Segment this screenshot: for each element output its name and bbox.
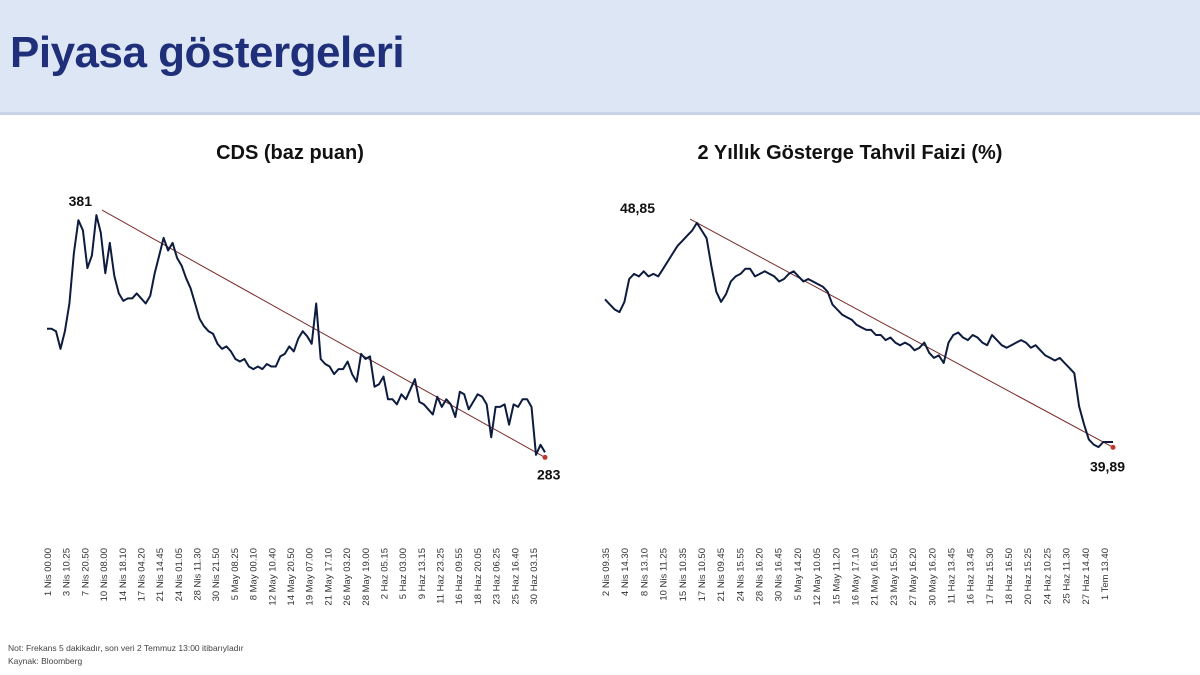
cds-x-tick-label: 7 Nis 20.50 bbox=[80, 548, 91, 596]
bond-x-tick-label: 1 Tem 13.40 bbox=[1100, 548, 1111, 600]
bond-x-tick-label: 16 Haz 13.45 bbox=[966, 548, 977, 605]
cds-x-tick-label: 23 Haz 06.25 bbox=[492, 548, 503, 605]
cds-x-tick-label: 5 Haz 03.00 bbox=[398, 548, 409, 599]
cds-x-tick-label: 25 Haz 16.40 bbox=[510, 548, 521, 605]
bond-x-tick-label: 8 Nis 13.10 bbox=[639, 548, 650, 596]
bond-end-point bbox=[1110, 444, 1116, 450]
cds-x-tick-label: 14 May 20.50 bbox=[286, 548, 297, 606]
bond-x-tick-label: 28 Nis 16.20 bbox=[755, 548, 766, 601]
cds-x-tick-label: 5 May 08.25 bbox=[230, 548, 241, 600]
cds-x-tick-label: 28 May 19.00 bbox=[361, 548, 372, 606]
bond-x-tick-label: 5 May 14.20 bbox=[793, 548, 804, 600]
cds-x-tick-label: 30 Nis 21.50 bbox=[211, 548, 222, 601]
cds-x-tick-label: 18 Haz 20.05 bbox=[473, 548, 484, 605]
cds-annotation-1: 283 bbox=[537, 466, 561, 482]
cds-annotation-0: 381 bbox=[69, 193, 93, 209]
cds-x-tick-label: 2 Haz 05.15 bbox=[379, 548, 390, 599]
page-title: Piyasa göstergeleri bbox=[10, 28, 405, 77]
bond-x-tick-label: 15 May 11.20 bbox=[831, 548, 842, 605]
cds-x-tick-label: 8 May 00.10 bbox=[249, 548, 260, 600]
bond-x-tick-label: 30 May 16.20 bbox=[927, 548, 938, 606]
bond-chart-title: 2 Yıllık Gösterge Tahvil Faizi (%) bbox=[697, 142, 1003, 164]
cds-x-tick-label: 1 Nis 00.00 bbox=[43, 548, 54, 596]
cds-x-tick-label: 19 May 07.00 bbox=[305, 548, 316, 606]
cds-x-tick-label: 21 May 17.10 bbox=[323, 548, 334, 606]
bond-x-tick-label: 21 Nis 09.45 bbox=[716, 548, 727, 601]
page-header: Piyasa göstergeleri bbox=[0, 0, 1200, 115]
cds-x-tick-label: 10 Nis 08.00 bbox=[99, 548, 110, 601]
bond-x-tick-label: 17 Nis 10.50 bbox=[697, 548, 708, 601]
bond-x-tick-label: 2 Nis 09.35 bbox=[601, 548, 612, 596]
footnote: Not: Frekans 5 dakikadır, son veri 2 Tem… bbox=[8, 643, 244, 653]
cds-x-tick-label: 9 Haz 13.15 bbox=[417, 548, 428, 599]
bond-x-tick-label: 25 Haz 11.30 bbox=[1062, 548, 1073, 604]
cds-x-tick-label: 17 Nis 04.20 bbox=[136, 548, 147, 601]
cds-x-tick-label: 21 Nis 14.45 bbox=[155, 548, 166, 601]
bond-series-line bbox=[604, 221, 1113, 449]
bond-x-tick-label: 17 Haz 15.30 bbox=[985, 548, 996, 605]
bond-x-tick-label: 4 Nis 14.30 bbox=[620, 548, 631, 596]
bond-x-tick-label: 12 May 10.05 bbox=[812, 548, 823, 606]
cds-x-tick-label: 28 Nis 11.30 bbox=[193, 548, 204, 601]
cds-x-tick-label: 12 May 10.40 bbox=[267, 548, 278, 606]
bond-x-tick-label: 20 Haz 15.25 bbox=[1023, 548, 1034, 605]
bond-x-tick-label: 24 Nis 15.55 bbox=[735, 548, 746, 601]
charts-canvas: 381 283 1 Nis 00.00 3 Nis 10.25 7 Nis 20.50 1… bbox=[43, 193, 1125, 606]
bond-x-tick-label: 23 May 15.50 bbox=[889, 548, 900, 606]
bond-x-tick-label: 27 Haz 14.40 bbox=[1081, 548, 1092, 605]
cds-x-tick-label: 26 May 03.20 bbox=[342, 548, 353, 606]
bond-x-tick-label: 16 May 17.10 bbox=[851, 548, 862, 606]
cds-x-tick-label: 11 Haz 23.25 bbox=[436, 548, 447, 604]
cds-x-tick-label: 16 Haz 09.55 bbox=[454, 548, 465, 605]
cds-chart-title: CDS (baz puan) bbox=[216, 142, 364, 164]
bond-x-tick-label: 27 May 16.20 bbox=[908, 548, 919, 606]
bond-annotation-1: 39,89 bbox=[1090, 458, 1125, 474]
bond-x-tick-label: 21 May 16.55 bbox=[870, 548, 881, 606]
bond-annotation-0: 48,85 bbox=[620, 200, 655, 216]
bond-x-tick-label: 18 Haz 16.50 bbox=[1004, 548, 1015, 605]
bond-x-tick-label: 30 Nis 16.45 bbox=[774, 548, 785, 601]
bond-x-tick-label: 10 Nis 11.25 bbox=[659, 548, 670, 601]
cds-x-tick-label: 14 Nis 18.10 bbox=[118, 548, 129, 601]
source-note: Kaynak: Bloomberg bbox=[8, 656, 83, 666]
bond-trend-line bbox=[689, 218, 1114, 448]
bond-x-tick-label: 11 Haz 13.45 bbox=[946, 548, 957, 604]
cds-trend-line bbox=[101, 209, 546, 458]
bond-x-tick-label: 24 Haz 10.25 bbox=[1042, 548, 1053, 605]
cds-series-line bbox=[47, 214, 546, 456]
cds-x-tick-label: 30 Haz 03.15 bbox=[529, 548, 540, 605]
bond-x-tick-label: 15 Nis 10.35 bbox=[678, 548, 689, 601]
cds-end-point bbox=[542, 454, 548, 460]
cds-x-tick-label: 24 Nis 01.05 bbox=[174, 548, 185, 601]
cds-x-tick-label: 3 Nis 10.25 bbox=[62, 548, 73, 596]
